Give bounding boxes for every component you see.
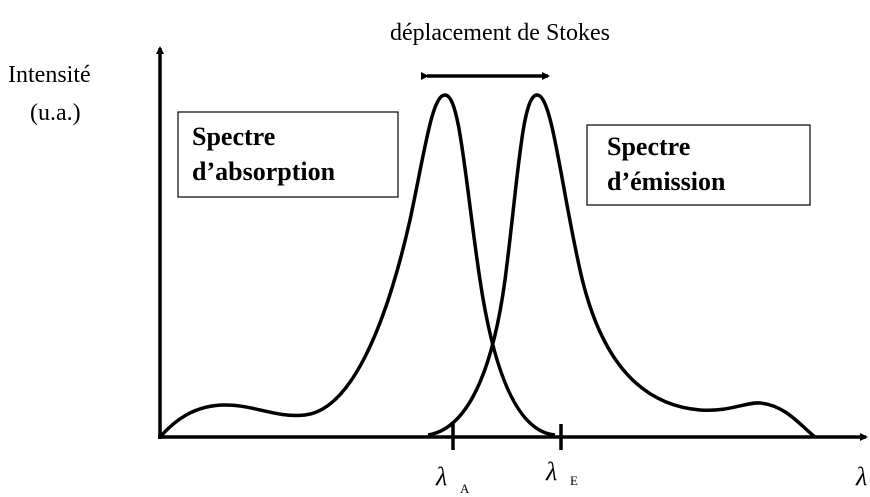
box-text: Spectre bbox=[192, 122, 275, 151]
x-axis-label: λ bbox=[855, 462, 867, 491]
box-text: d’émission bbox=[607, 167, 726, 196]
tick-label: λ bbox=[435, 462, 447, 491]
title: déplacement de Stokes bbox=[390, 20, 610, 46]
absorption-curve bbox=[158, 93, 556, 439]
tick-subscript: A bbox=[460, 481, 470, 496]
box-text: d’absorption bbox=[192, 157, 336, 186]
tick-label: λ bbox=[545, 457, 557, 486]
tick-subscript: E bbox=[570, 473, 578, 488]
absorption-box bbox=[177, 111, 399, 198]
emission-box bbox=[586, 124, 811, 206]
y-axis-unit: (u.a.) bbox=[30, 100, 81, 126]
emission-curve bbox=[427, 93, 817, 439]
y-axis-label: Intensité bbox=[8, 62, 91, 88]
box-text: Spectre bbox=[607, 132, 690, 161]
